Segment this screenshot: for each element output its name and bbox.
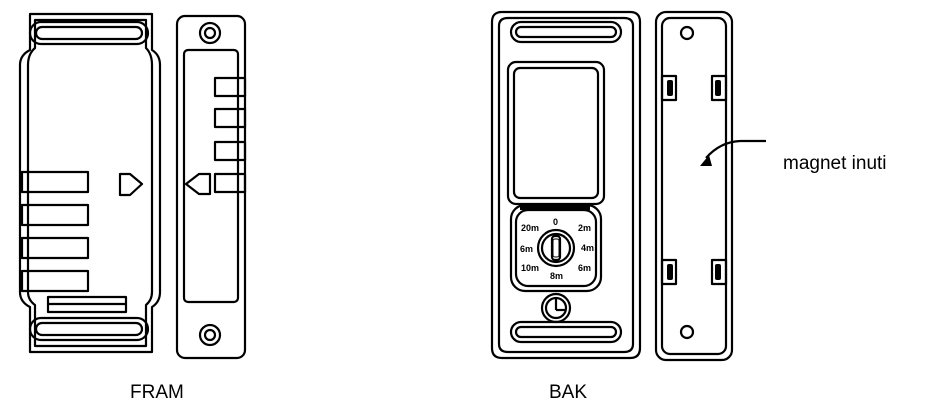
back-screw-icon [540, 292, 572, 324]
dial-label: 0 [553, 217, 558, 227]
front-top-slot [28, 20, 150, 46]
magnet-annotation-label: magnet inuti [783, 153, 887, 174]
magnet-indicator-marks [213, 76, 247, 194]
dial-label: 20m [521, 223, 539, 233]
dial-label: 2m [578, 223, 591, 233]
dial-knob [536, 228, 576, 268]
dial-label: 4m [581, 243, 594, 253]
annotation-arrowhead [700, 155, 712, 166]
front-indicator-marks [20, 170, 90, 293]
dial-label: 6m [578, 263, 591, 273]
front-view-label: FRAM [130, 382, 184, 403]
back-top-slot [509, 20, 623, 44]
right-arrow-icon [118, 172, 144, 197]
front-sensor-body [18, 12, 162, 354]
dial-labels: 20m 0 2m 4m 6m 8m 10m 6m [520, 217, 594, 281]
bottom-screw-icon [198, 323, 222, 347]
back-bottom-slot [509, 320, 623, 344]
back-window [506, 60, 606, 206]
left-arrow-icon [184, 172, 212, 196]
clip-marks [660, 74, 728, 286]
dial-label: 6m [520, 244, 533, 254]
top-screw-icon [198, 21, 222, 45]
back-view-label: BAK [549, 382, 588, 403]
dial-label: 10m [521, 263, 539, 273]
front-bottom-slot [28, 316, 150, 342]
dial-label: 8m [550, 271, 563, 281]
back-bottom-hole [679, 324, 695, 340]
back-top-hole [679, 25, 695, 41]
back-magnet-body [654, 10, 734, 362]
front-magnet-body [175, 14, 247, 360]
magnet-annotation-leader [705, 139, 766, 159]
timer-dial [509, 203, 603, 324]
